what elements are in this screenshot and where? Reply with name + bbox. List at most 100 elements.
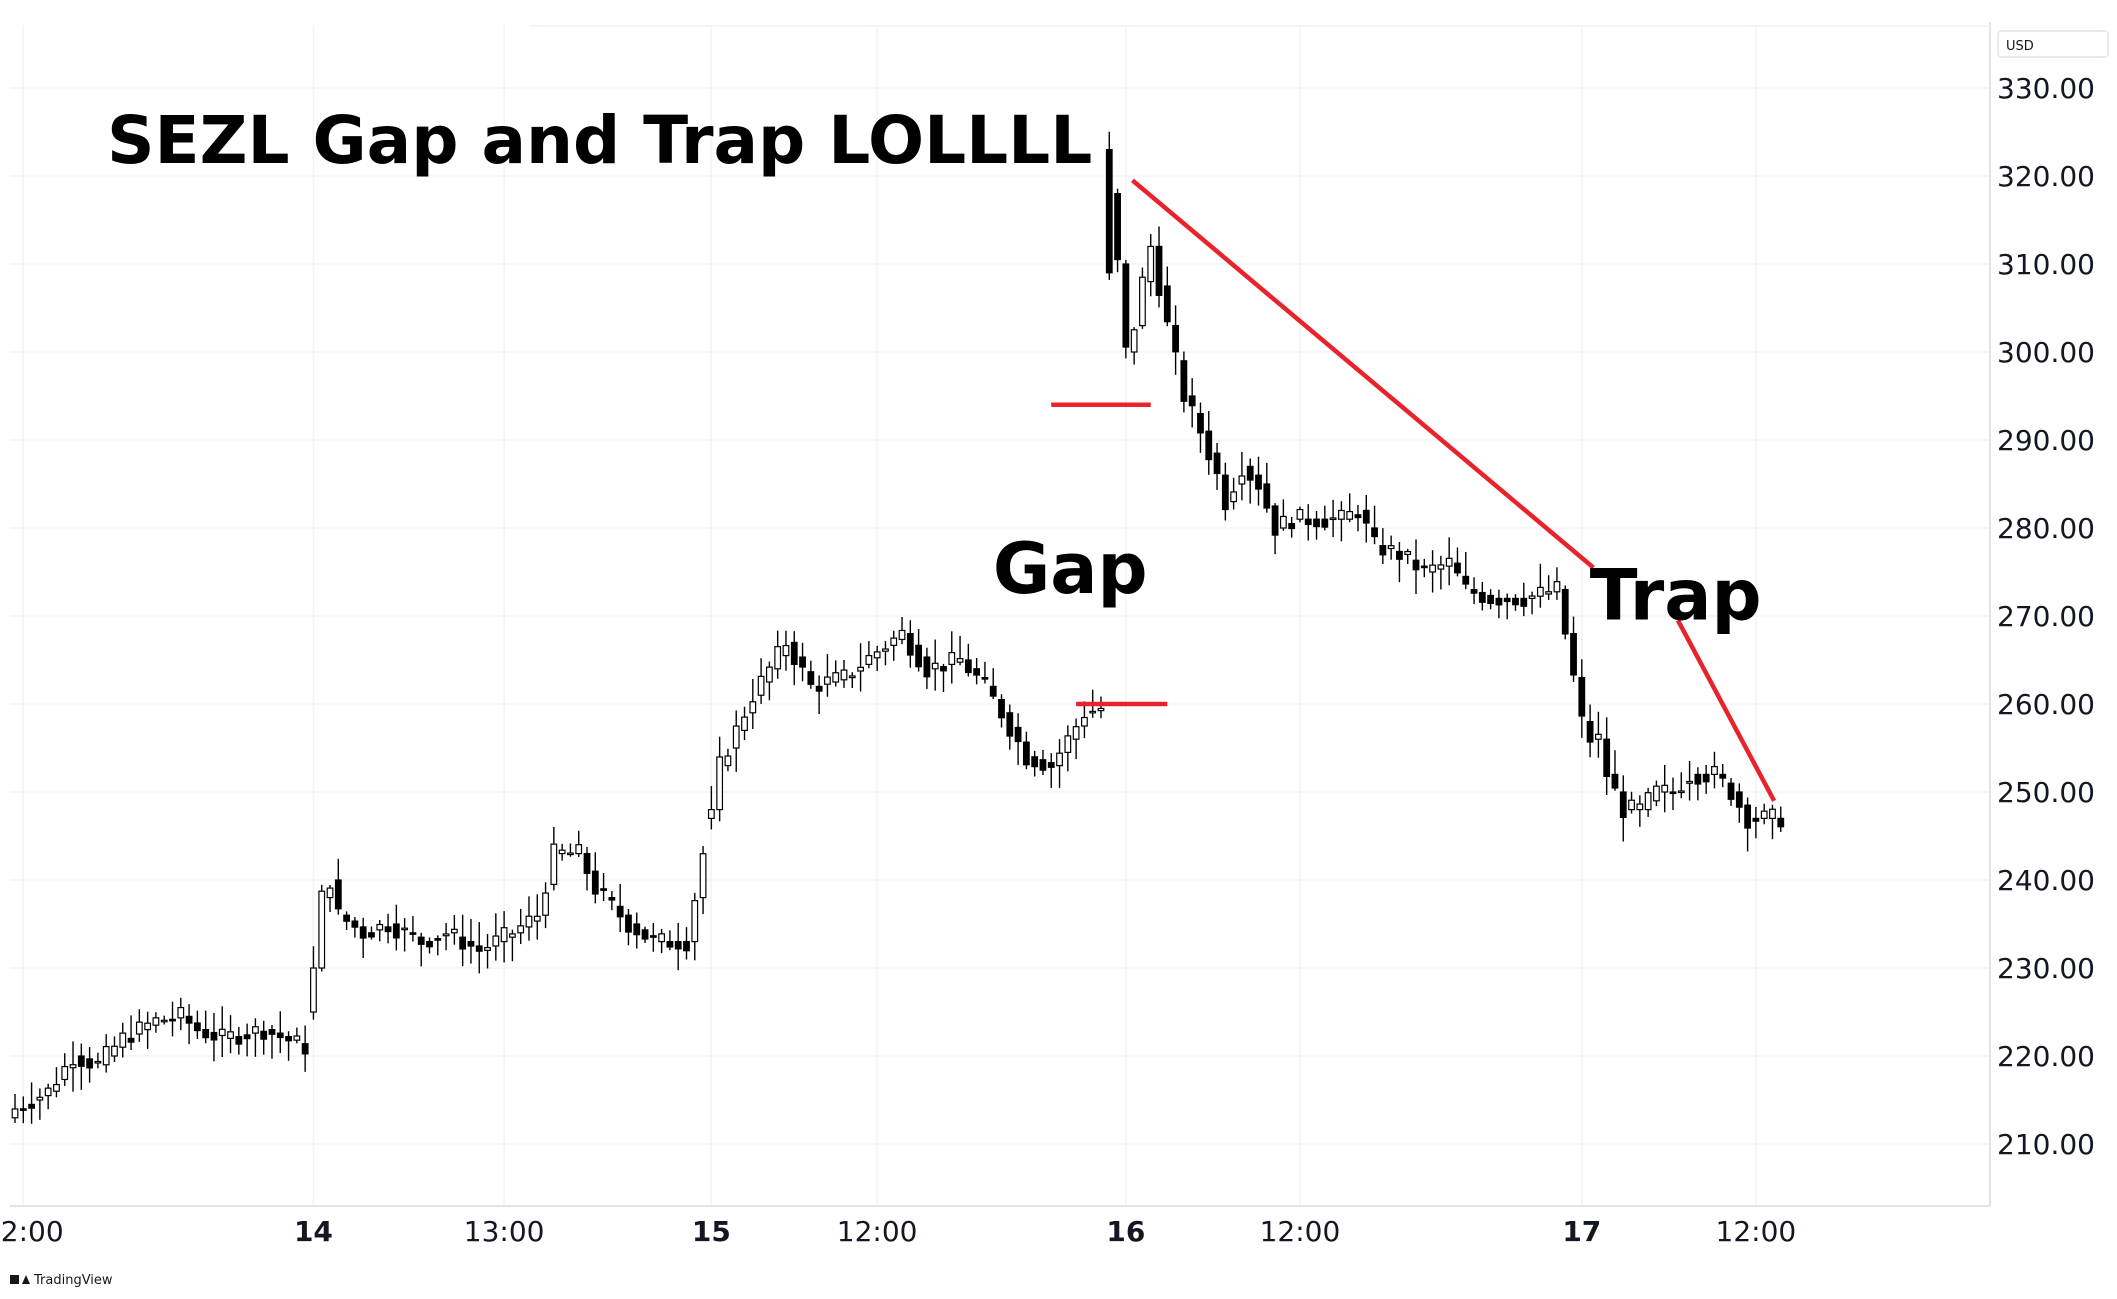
candle-body	[1263, 483, 1271, 509]
candle	[1354, 505, 1362, 532]
candle	[1404, 548, 1412, 564]
candle-body	[724, 755, 732, 767]
candle	[1536, 563, 1544, 608]
candle-body	[276, 1032, 284, 1039]
candle	[1197, 402, 1204, 453]
candle-body	[1313, 518, 1320, 528]
candle	[840, 659, 848, 688]
candle-body	[135, 1021, 143, 1035]
candle	[641, 926, 649, 943]
candle	[1611, 750, 1619, 791]
candle	[1288, 516, 1296, 538]
candle-body	[757, 675, 765, 696]
candle	[1304, 504, 1312, 541]
candle-body	[948, 652, 956, 665]
candle	[11, 1094, 19, 1123]
candle-body	[1213, 452, 1221, 475]
candle	[1669, 777, 1677, 811]
time-tick-label: 12:00	[1716, 1215, 1797, 1248]
candle-body	[243, 1034, 251, 1040]
candle-body	[268, 1028, 276, 1035]
candle	[550, 826, 558, 891]
candle	[873, 645, 881, 672]
candle-body	[77, 1055, 85, 1067]
candle	[799, 642, 806, 682]
candle	[1686, 760, 1693, 801]
candle	[923, 647, 931, 689]
candle-body	[1735, 791, 1743, 808]
candle-body	[1677, 790, 1685, 794]
candle-body	[799, 656, 806, 668]
candle-body	[1744, 804, 1752, 829]
candle-body	[1454, 562, 1461, 574]
candle	[1478, 581, 1486, 611]
candle-body	[931, 662, 939, 670]
candle-body	[749, 701, 757, 714]
candle	[417, 932, 425, 967]
candle-body	[1180, 360, 1188, 402]
candle	[1445, 537, 1453, 586]
candle-body	[832, 672, 840, 683]
candle	[135, 1009, 143, 1042]
candle	[227, 1015, 234, 1054]
candle-body	[1586, 720, 1594, 743]
candle-body	[1628, 799, 1635, 811]
candle-body	[28, 1103, 35, 1109]
candle	[152, 1012, 160, 1033]
candle-body	[94, 1060, 102, 1064]
candle-body	[1139, 276, 1146, 327]
candle	[1230, 477, 1238, 510]
candle-body	[1495, 597, 1503, 606]
candle	[1313, 510, 1320, 540]
candle	[326, 884, 334, 913]
candle	[1114, 188, 1121, 273]
candle-body	[1702, 773, 1710, 783]
candle-body	[1437, 564, 1445, 570]
candle	[749, 678, 757, 730]
candle-body	[169, 1018, 176, 1022]
candle	[1636, 795, 1644, 827]
candle	[442, 923, 450, 951]
candle-body	[1412, 559, 1420, 571]
candle-body	[1760, 810, 1768, 819]
candle-body	[1114, 193, 1121, 261]
candle-body	[177, 1006, 185, 1019]
candle-body	[1197, 413, 1204, 434]
candle-body	[1296, 508, 1304, 520]
candle	[948, 631, 956, 684]
candle-body	[1238, 475, 1246, 485]
candle	[815, 675, 823, 715]
candle	[509, 929, 516, 962]
candle	[1594, 711, 1602, 758]
candle-body	[119, 1032, 127, 1048]
candle-body	[1230, 491, 1238, 503]
candle-body	[1462, 575, 1470, 585]
candle	[218, 1006, 226, 1058]
candle-body	[890, 637, 898, 646]
chart-title: SEZL Gap and Trap LOLLLL	[107, 102, 1092, 179]
candle	[567, 843, 574, 857]
candle	[1047, 753, 1055, 788]
candle	[1661, 764, 1669, 813]
candle	[1644, 787, 1652, 817]
candle	[94, 1052, 102, 1069]
candle-body	[1396, 550, 1403, 560]
candle-body	[691, 900, 699, 943]
candle	[1163, 266, 1171, 327]
candle	[1329, 499, 1337, 538]
grid	[10, 25, 1990, 1206]
candle	[69, 1041, 77, 1092]
candle-body	[815, 685, 823, 692]
candle	[1454, 547, 1461, 577]
candle-body	[351, 920, 359, 928]
candle-body	[1072, 726, 1080, 740]
candle-body	[326, 887, 334, 899]
candle-body	[600, 888, 607, 891]
candle	[649, 923, 657, 952]
candle-body	[873, 651, 881, 659]
candle-body	[61, 1065, 69, 1081]
candle	[1487, 589, 1495, 610]
candle-body	[1553, 581, 1561, 593]
candle-body	[160, 1019, 168, 1023]
